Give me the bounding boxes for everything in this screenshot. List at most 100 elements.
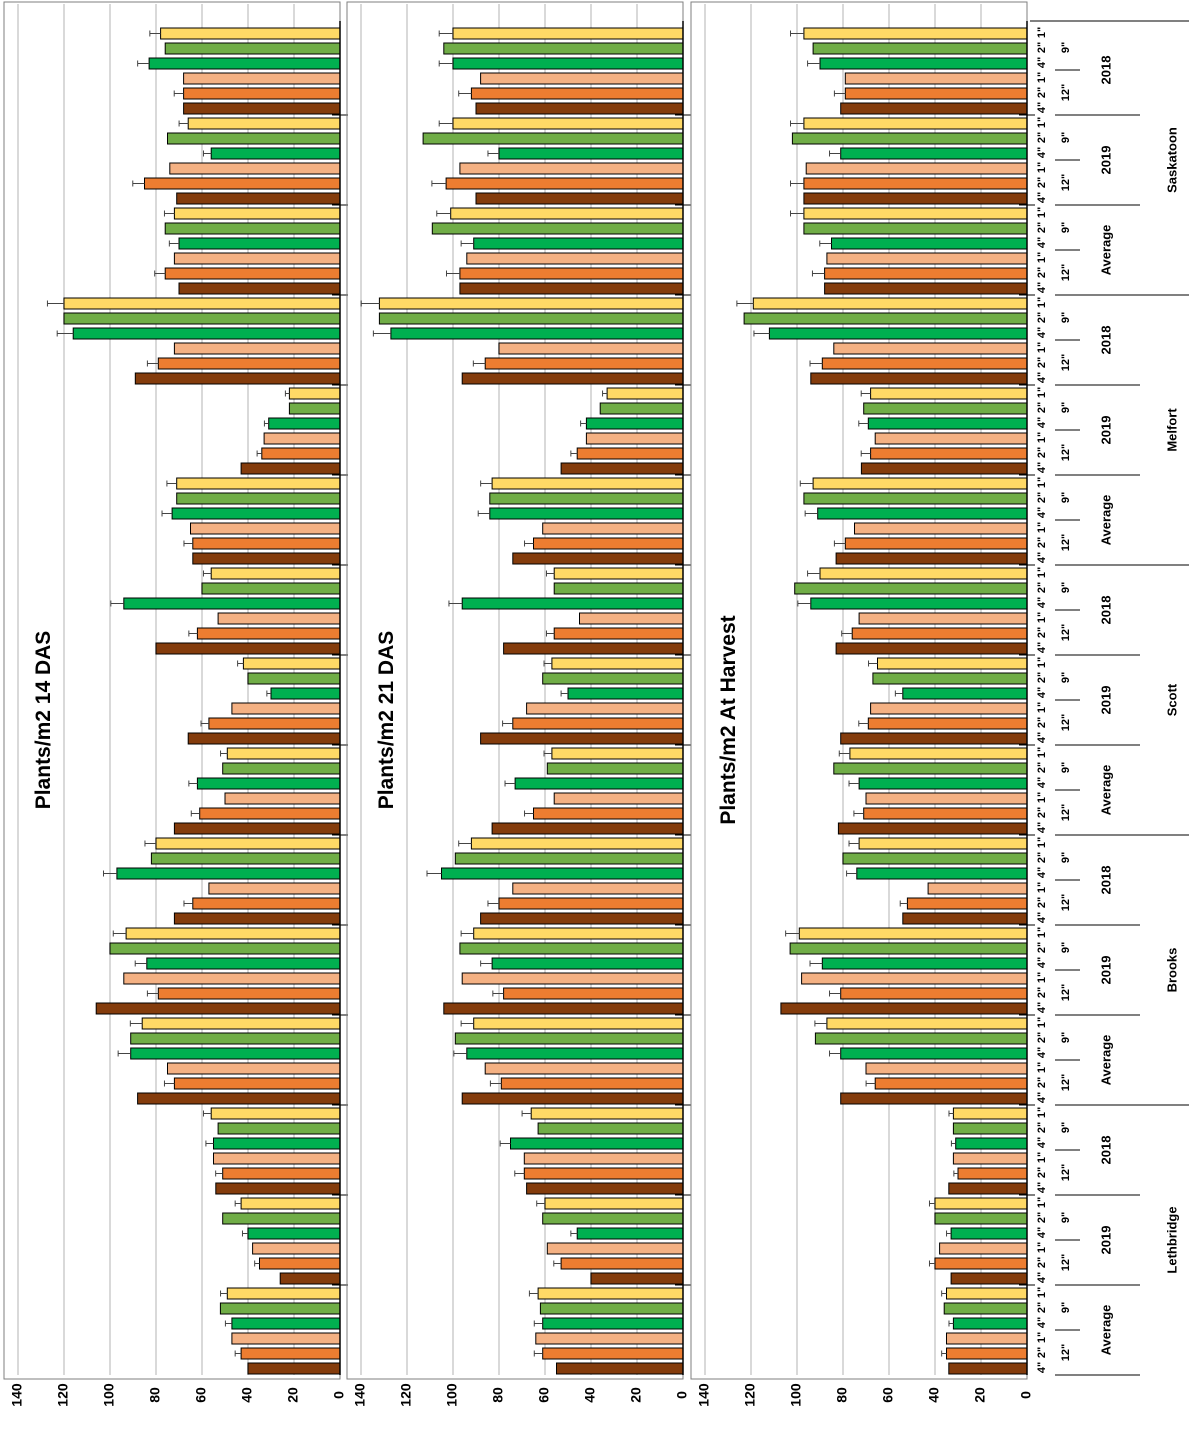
row-label: 4" bbox=[1036, 57, 1048, 68]
row-label: 4" bbox=[1036, 102, 1048, 113]
bar bbox=[851, 627, 1028, 640]
bar bbox=[821, 957, 1028, 970]
bar bbox=[480, 732, 684, 745]
bar bbox=[489, 507, 684, 520]
site-label: Brooks bbox=[1164, 948, 1179, 993]
row-label: 4" bbox=[1036, 1317, 1048, 1328]
row-label: 1" bbox=[1036, 432, 1048, 443]
row-label: 1" bbox=[1036, 477, 1048, 488]
bar bbox=[459, 942, 684, 955]
bar bbox=[475, 102, 684, 115]
spacing-label: 9" bbox=[1060, 402, 1072, 413]
bar bbox=[226, 747, 341, 760]
panel-title: Plants/m2 21 DAS bbox=[375, 631, 398, 810]
bar bbox=[870, 702, 1028, 715]
row-label: 4" bbox=[1036, 822, 1048, 833]
row-label: 2" bbox=[1036, 222, 1048, 233]
bar bbox=[856, 867, 1028, 880]
row-label: 2" bbox=[1036, 1257, 1048, 1268]
row-label: 2" bbox=[1036, 267, 1048, 278]
bar bbox=[95, 1002, 341, 1015]
bar bbox=[125, 927, 341, 940]
bar bbox=[466, 1047, 684, 1060]
bar bbox=[466, 252, 684, 265]
bar bbox=[523, 1167, 684, 1180]
spacing-label: 9" bbox=[1060, 1122, 1072, 1133]
spacing-label: 9" bbox=[1060, 582, 1072, 593]
bar bbox=[553, 567, 684, 580]
tick-label: 60 bbox=[193, 1387, 209, 1403]
bar bbox=[484, 1062, 684, 1075]
spacing-label: 9" bbox=[1060, 852, 1072, 863]
spacing-label: 12" bbox=[1060, 84, 1072, 101]
period-label: 2019 bbox=[1098, 956, 1113, 985]
bar bbox=[240, 1347, 341, 1360]
bar bbox=[167, 1062, 341, 1075]
row-label: 4" bbox=[1036, 777, 1048, 788]
spacing-label: 12" bbox=[1060, 534, 1072, 551]
bar bbox=[210, 147, 341, 160]
spacing-label: 9" bbox=[1060, 42, 1072, 53]
period-label: 2018 bbox=[1098, 56, 1113, 85]
spacing-label: 12" bbox=[1060, 174, 1072, 191]
period-label: 2019 bbox=[1098, 686, 1113, 715]
row-label: 4" bbox=[1036, 597, 1048, 608]
bar bbox=[810, 597, 1028, 610]
row-label: 1" bbox=[1036, 207, 1048, 218]
bar bbox=[378, 297, 684, 310]
bar bbox=[192, 537, 341, 550]
bar bbox=[217, 612, 341, 625]
spacing-label: 12" bbox=[1060, 894, 1072, 911]
bar bbox=[952, 1107, 1028, 1120]
tick-label: 20 bbox=[285, 1387, 301, 1403]
bar bbox=[512, 882, 684, 895]
bar bbox=[480, 72, 684, 85]
tick-label: 100 bbox=[444, 1383, 460, 1407]
bar bbox=[835, 552, 1028, 565]
bar bbox=[144, 177, 341, 190]
bar bbox=[169, 162, 341, 175]
row-label: 1" bbox=[1036, 567, 1048, 578]
bar bbox=[452, 27, 684, 40]
bar bbox=[498, 147, 684, 160]
period-label: Average bbox=[1098, 765, 1113, 816]
bar bbox=[553, 582, 684, 595]
bar bbox=[63, 297, 341, 310]
bar bbox=[803, 492, 1028, 505]
bar bbox=[475, 192, 684, 205]
bar bbox=[551, 747, 684, 760]
bar bbox=[173, 912, 341, 925]
bar bbox=[173, 252, 341, 265]
bar bbox=[378, 312, 684, 325]
bar bbox=[585, 417, 684, 430]
tick-label: 140 bbox=[352, 1383, 368, 1407]
bar bbox=[489, 492, 684, 505]
bar bbox=[955, 1137, 1028, 1150]
bar bbox=[939, 1242, 1028, 1255]
row-label: 2" bbox=[1036, 42, 1048, 53]
bar bbox=[155, 837, 341, 850]
bar bbox=[199, 807, 341, 820]
period-label: 2018 bbox=[1098, 596, 1113, 625]
row-label: 1" bbox=[1036, 522, 1048, 533]
bar bbox=[208, 882, 341, 895]
row-label: 4" bbox=[1036, 462, 1048, 473]
bar bbox=[870, 387, 1028, 400]
bar bbox=[877, 657, 1028, 670]
bar bbox=[123, 972, 341, 985]
bar bbox=[560, 1257, 684, 1270]
row-label: 2" bbox=[1036, 177, 1048, 188]
bar bbox=[865, 792, 1028, 805]
row-label: 4" bbox=[1036, 507, 1048, 518]
period-label: 2019 bbox=[1098, 1226, 1113, 1255]
bar bbox=[801, 972, 1028, 985]
bar bbox=[242, 657, 341, 670]
bar bbox=[473, 1017, 684, 1030]
tick-label: 40 bbox=[926, 1387, 942, 1403]
bar bbox=[473, 237, 684, 250]
bar bbox=[952, 1122, 1028, 1135]
bar bbox=[803, 117, 1028, 130]
bar bbox=[213, 1152, 341, 1165]
row-label: 1" bbox=[1036, 612, 1048, 623]
